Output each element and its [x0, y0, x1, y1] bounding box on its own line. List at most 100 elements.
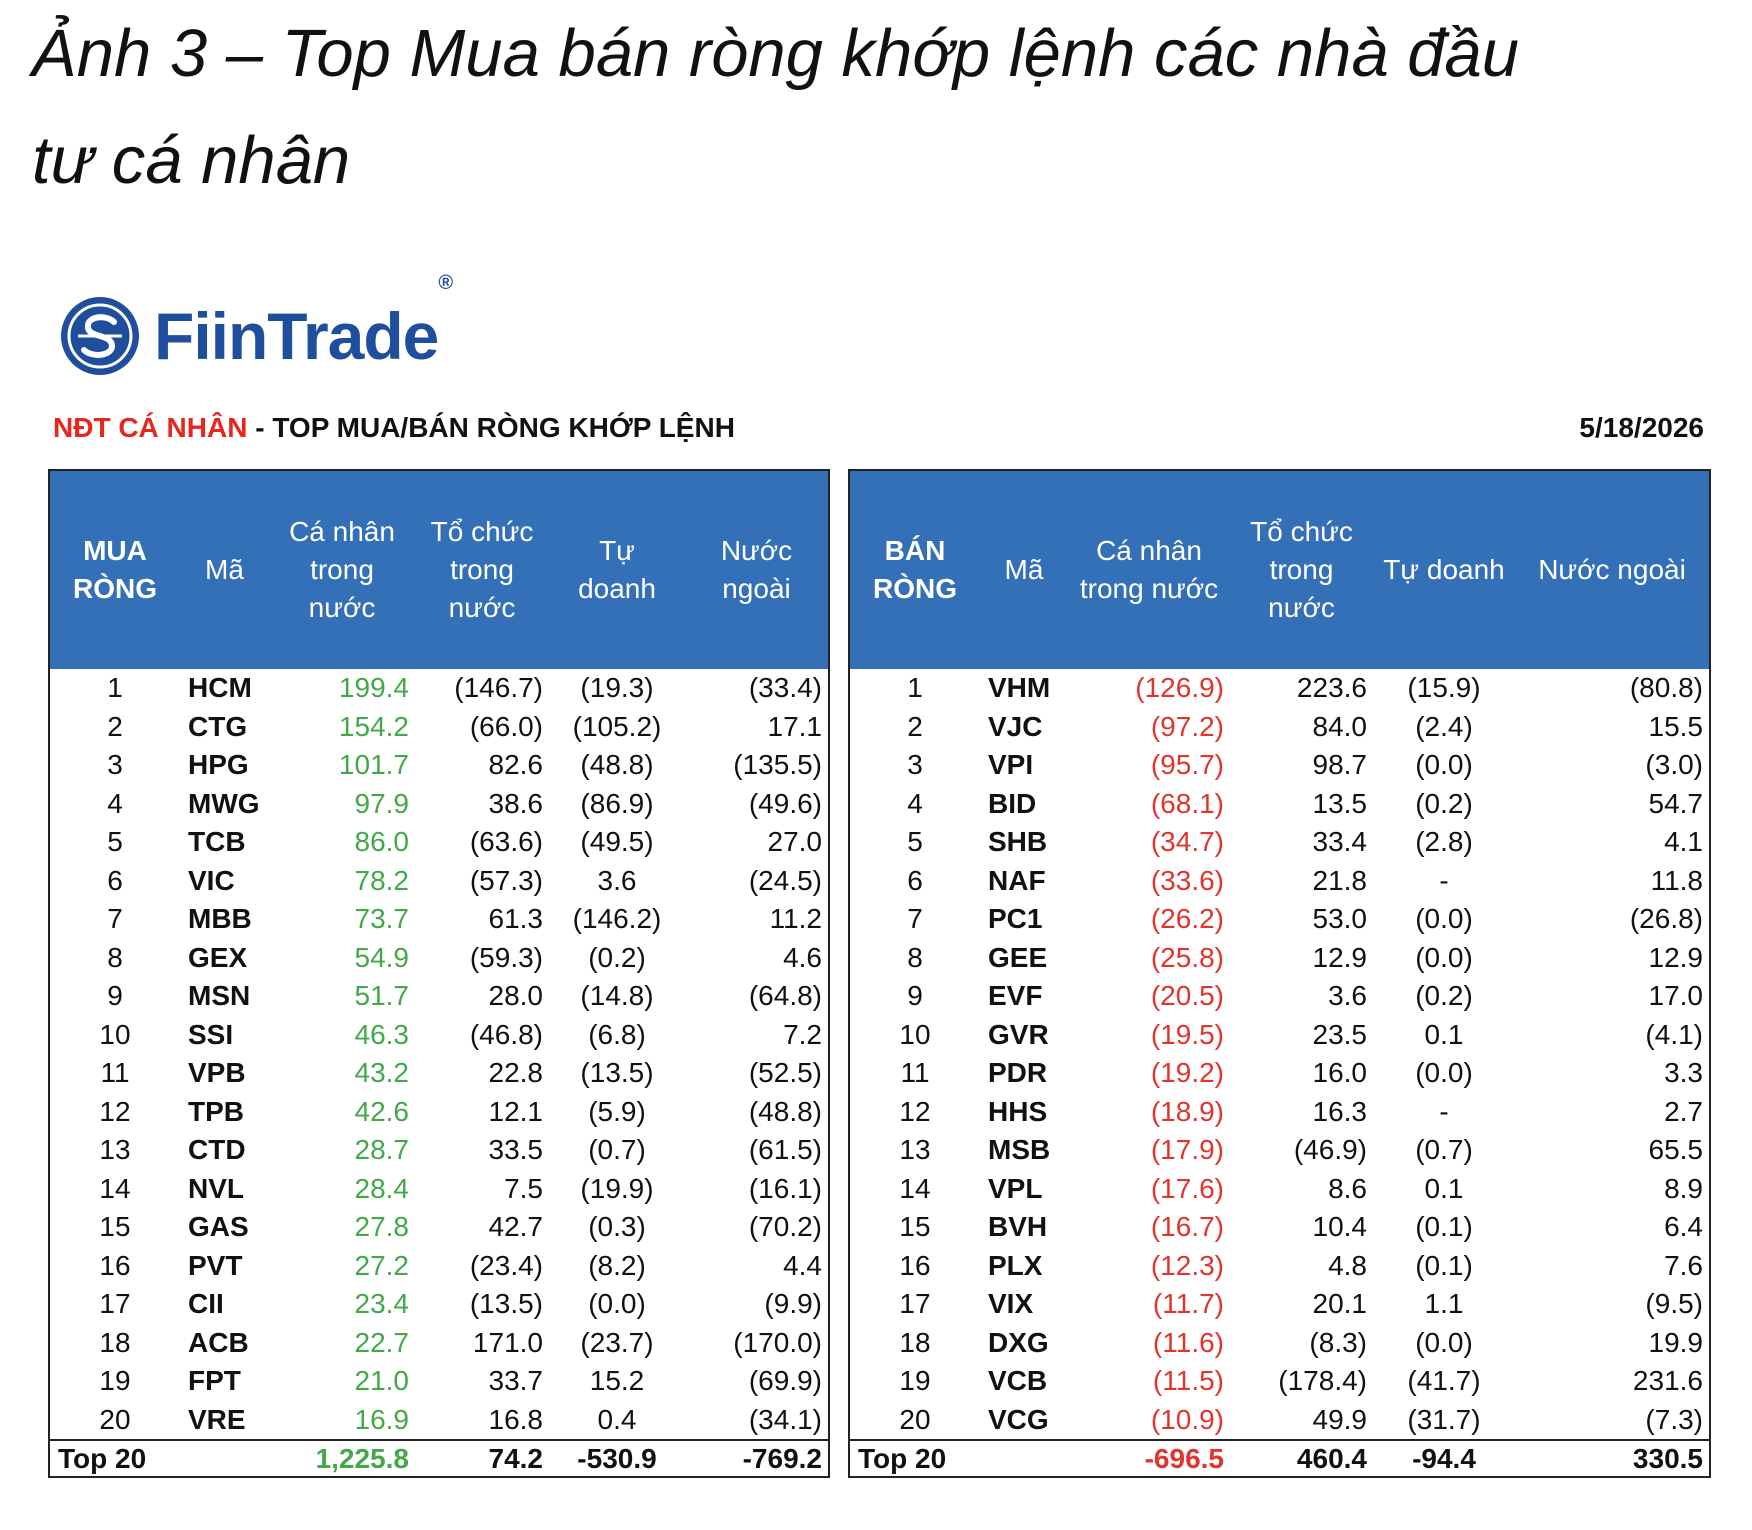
value-cell: (33.4) [748, 672, 822, 704]
value-cell: (70.2) [748, 1211, 822, 1243]
value-cell: 3.6 [1328, 980, 1367, 1012]
total-value: -696.5 [1068, 1439, 1230, 1477]
value-cell: (135.5) [733, 749, 822, 781]
value-cell: 98.7 [1312, 749, 1368, 781]
value-cell: (0.0) [1415, 903, 1473, 935]
rank: 6 [907, 864, 923, 896]
header-row: MUA RÒNG Mã Cá nhân trong nước Tổ chức trong nướ… [49, 470, 829, 669]
data-row: 12 HHS (18.9) 16.3 - 2.7 [849, 1093, 1710, 1132]
value-cell: (7.3) [1645, 1403, 1703, 1435]
value-cell: 199.4 [338, 672, 409, 704]
data-row: 2 CTG 154.2 (66.0) (105.2) 17.1 [49, 708, 829, 747]
value-cell: (0.0) [1415, 749, 1473, 781]
column-header: Nước ngoài [1515, 470, 1710, 669]
buy-table: MUA RÒNG Mã Cá nhân trong nước Tổ chức trong nướ… [48, 469, 830, 1478]
value-cell: 73.7 [354, 903, 410, 935]
total-value: -769.2 [685, 1439, 829, 1477]
data-row: 9 MSN 51.7 28.0 (14.8) (64.8) [49, 977, 829, 1016]
value-cell: 171.0 [472, 1326, 543, 1358]
value-cell: (23.7) [580, 1326, 654, 1358]
value-cell: (19.2) [1150, 1057, 1224, 1089]
value-cell: (0.1) [1415, 1211, 1473, 1243]
header-line: trong nước [1079, 573, 1219, 604]
value-cell: 2.7 [1664, 1095, 1703, 1127]
value-cell: 11.8 [1650, 864, 1703, 896]
total-value: 74.2 [415, 1439, 549, 1477]
value-cell: (66.0) [469, 710, 543, 742]
rank: 19 [899, 1365, 931, 1397]
value-cell: (19.3) [580, 672, 654, 704]
ticker: FPT [188, 1365, 241, 1397]
value-cell: (11.6) [1152, 1326, 1224, 1358]
ticker: MWG [188, 787, 260, 819]
value-cell: 86.0 [354, 826, 410, 858]
value-cell: (49.6) [748, 787, 822, 819]
value-cell: (17.6) [1150, 1172, 1224, 1204]
rank: 18 [99, 1326, 131, 1358]
ticker: BVH [988, 1211, 1048, 1243]
value-cell: (0.0) [588, 1288, 646, 1320]
data-row: 15 GAS 27.8 42.7 (0.3) (70.2) [49, 1208, 829, 1247]
value-cell: (9.9) [764, 1288, 822, 1320]
value-cell: 33.7 [488, 1365, 544, 1397]
data-row: 18 ACB 22.7 171.0 (23.7) (170.0) [49, 1324, 829, 1363]
header-line: BÁN [884, 535, 946, 566]
header-line: ngoài [722, 573, 791, 604]
value-cell: 82.6 [488, 749, 544, 781]
data-row: 6 VIC 78.2 (57.3) 3.6 (24.5) [49, 862, 829, 901]
rank: 5 [907, 826, 923, 858]
total-row: Top 20 1,225.8 74.2 -530.9 -769.2 [49, 1439, 829, 1477]
ticker: SHB [988, 826, 1048, 858]
total-value: 460.4 [1230, 1439, 1373, 1477]
ticker: PLX [988, 1249, 1043, 1281]
value-cell: (59.3) [469, 941, 543, 973]
ticker: HHS [988, 1095, 1048, 1127]
ticker: NAF [988, 864, 1046, 896]
value-cell: 13.5 [1312, 787, 1368, 819]
value-cell: 0.4 [597, 1403, 637, 1435]
value-cell: - [1439, 1095, 1449, 1127]
value-cell: (4.1) [1645, 1018, 1703, 1050]
ticker: GEX [188, 941, 248, 973]
table-head: MUA RÒNG Mã Cá nhân trong nước Tổ chức trong nướ… [49, 470, 829, 669]
ticker: MSB [988, 1134, 1051, 1166]
ticker: GEE [988, 941, 1048, 973]
header-line: doanh [578, 573, 656, 604]
ticker: PVT [188, 1249, 243, 1281]
value-cell: (2.4) [1415, 710, 1473, 742]
value-cell: (49.5) [580, 826, 654, 858]
value-cell: (0.2) [588, 941, 646, 973]
value-cell: (24.5) [748, 864, 822, 896]
ticker: VHM [988, 672, 1051, 704]
rank: 1 [907, 672, 923, 704]
data-row: 8 GEE (25.8) 12.9 (0.0) 12.9 [849, 939, 1710, 978]
value-cell: 0.1 [1424, 1018, 1464, 1050]
value-cell: (9.5) [1645, 1288, 1703, 1320]
value-cell: (18.9) [1150, 1095, 1224, 1127]
column-header: MUA RÒNG [49, 470, 180, 669]
value-cell: (0.3) [588, 1211, 646, 1243]
table-body: 1 HCM 199.4 (146.7) (19.3) (33.4) 2 CTG 154.2 (66… [49, 669, 829, 1477]
value-cell: (146.2) [572, 903, 662, 935]
value-cell: (64.8) [748, 980, 822, 1012]
data-row: 16 PLX (12.3) 4.8 (0.1) 7.6 [849, 1247, 1710, 1286]
value-cell: 20.1 [1312, 1288, 1368, 1320]
value-cell: 23.4 [354, 1288, 410, 1320]
heading-line: tư cá nhân [32, 123, 351, 198]
rank: 12 [99, 1095, 131, 1127]
data-row: 3 VPI (95.7) 98.7 (0.0) (3.0) [849, 746, 1710, 785]
data-row: 17 CII 23.4 (13.5) (0.0) (9.9) [49, 1285, 829, 1324]
value-cell: (86.9) [580, 787, 654, 819]
value-cell: 27.8 [354, 1211, 410, 1243]
column-header: Mã [980, 470, 1068, 669]
value-cell: 7.5 [504, 1172, 543, 1204]
value-cell: 231.6 [1632, 1365, 1703, 1397]
value-cell: (25.8) [1150, 941, 1224, 973]
rank: 10 [99, 1018, 131, 1050]
value-cell: (178.4) [1278, 1365, 1367, 1397]
value-cell: 42.7 [488, 1211, 544, 1243]
ticker: CTG [188, 710, 248, 742]
value-cell: (46.8) [469, 1018, 543, 1050]
ticker: MSN [188, 980, 251, 1012]
ticker: GAS [188, 1211, 249, 1243]
